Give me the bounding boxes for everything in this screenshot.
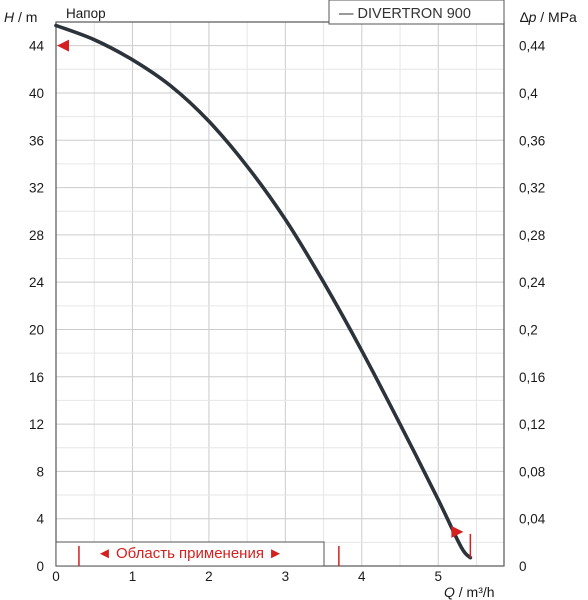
x-tick-label: 2 xyxy=(205,569,213,584)
y-tick-label-left: 32 xyxy=(29,181,44,196)
min-head-marker xyxy=(451,525,464,538)
y-tick-label-left: 12 xyxy=(29,417,44,432)
y-tick-label-right: 0,2 xyxy=(519,322,538,337)
y-tick-label-left: 36 xyxy=(29,133,44,148)
application-range-box xyxy=(55,541,325,567)
x-tick-label: 3 xyxy=(282,569,290,584)
y-tick-label-left: 20 xyxy=(29,322,44,337)
x-tick-label: 5 xyxy=(434,569,442,584)
y-tick-label-right: 0,04 xyxy=(519,512,546,527)
y-tick-label-right: 0,36 xyxy=(519,133,545,148)
plot-frame xyxy=(55,21,505,567)
y-tick-label-left: 0 xyxy=(36,559,44,574)
legend-box xyxy=(328,0,505,25)
x-tick-label: 0 xyxy=(52,569,60,584)
x-tick-label: 4 xyxy=(358,569,366,584)
series-line-divertron-900 xyxy=(54,23,473,560)
y-tick-label-left: 24 xyxy=(29,275,45,290)
y-tick-label-right: 0,32 xyxy=(519,181,545,196)
grid xyxy=(56,22,504,566)
max-head-marker xyxy=(57,39,69,52)
application-range-label: ◄ Область применения ► xyxy=(97,545,283,562)
y-tick-label-left: 4 xyxy=(36,512,44,527)
y-tick-label-right: 0,4 xyxy=(519,86,538,101)
y-axis-label-left: H / m xyxy=(4,9,37,25)
y-tick-label-right: 0,16 xyxy=(519,370,545,385)
y-tick-label-right: 0,28 xyxy=(519,228,545,243)
application-range: ◄ Область применения ► xyxy=(55,541,325,567)
y-tick-label-right: 0,44 xyxy=(519,39,546,54)
x-tick-label: 1 xyxy=(129,569,137,584)
x-axis-label: Q / m³/h xyxy=(444,584,495,600)
y-tick-label-left: 16 xyxy=(29,370,44,385)
y-tick-label-right: 0,12 xyxy=(519,417,545,432)
y-tick-label-left: 8 xyxy=(36,464,44,479)
y-tick-label-left: 28 xyxy=(29,228,44,243)
y-tick-label-left: 40 xyxy=(29,86,44,101)
y-axis-label-right: ∆p / MPa xyxy=(520,9,577,25)
y-tick-label-right: 0 xyxy=(519,559,527,574)
legend-entry: — DIVERTRON 900 xyxy=(339,6,471,22)
y-tick-label-left: 44 xyxy=(29,39,45,54)
y-tick-label-right: 0,08 xyxy=(519,464,545,479)
chart-title: Напор xyxy=(66,6,106,21)
y-tick-label-right: 0,24 xyxy=(519,275,546,290)
